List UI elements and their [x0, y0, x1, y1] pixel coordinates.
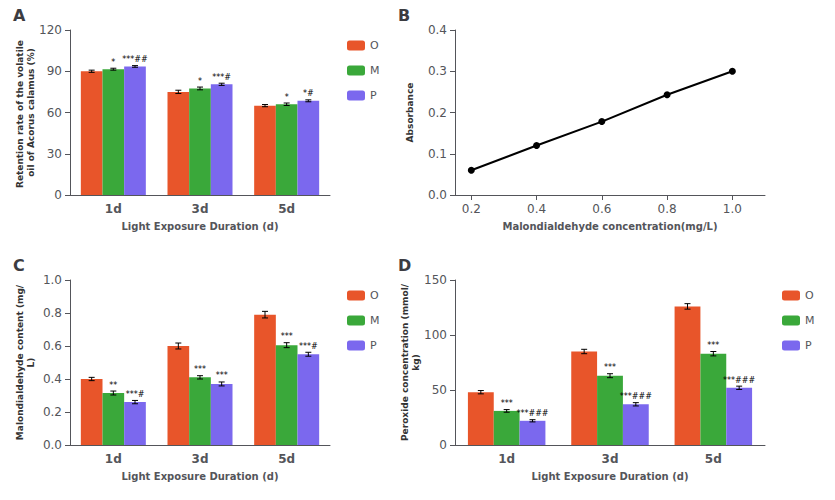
svg-text:D: D	[398, 256, 411, 275]
svg-text:0.4: 0.4	[527, 202, 546, 216]
svg-text:0.6: 0.6	[43, 339, 62, 353]
svg-text:C: C	[13, 256, 25, 275]
svg-text:O: O	[370, 289, 379, 302]
svg-text:0.1: 0.1	[428, 147, 447, 161]
svg-text:M: M	[805, 314, 815, 327]
svg-text:*: *	[285, 93, 289, 102]
svg-text:0.3: 0.3	[428, 64, 447, 78]
svg-text:30: 30	[47, 147, 62, 161]
svg-text:Light Exposure Duration (d): Light Exposure Duration (d)	[122, 221, 279, 232]
svg-text:5d: 5d	[278, 452, 295, 466]
svg-text:***###: ***###	[516, 409, 548, 418]
svg-text:***###: ***###	[620, 392, 652, 401]
svg-text:**: **	[109, 381, 117, 390]
svg-text:O: O	[370, 39, 379, 52]
svg-text:*#: *#	[303, 89, 314, 98]
svg-text:3d: 3d	[602, 452, 619, 466]
svg-text:Absorbance: Absorbance	[405, 83, 415, 143]
svg-text:***: ***	[194, 365, 206, 374]
svg-text:***: ***	[501, 399, 513, 408]
svg-text:***: ***	[707, 341, 719, 350]
svg-text:P: P	[370, 339, 377, 352]
svg-text:1.0: 1.0	[43, 273, 62, 287]
svg-text:5d: 5d	[705, 452, 722, 466]
svg-text:Malondialdehyde concentration(: Malondialdehyde concentration(mg/L)	[502, 221, 717, 232]
svg-text:0.4: 0.4	[43, 372, 62, 386]
svg-text:P: P	[805, 339, 812, 352]
svg-text:0.2: 0.2	[43, 405, 62, 419]
svg-text:0.8: 0.8	[658, 202, 677, 216]
svg-text:0.8: 0.8	[43, 306, 62, 320]
svg-text:P: P	[370, 89, 377, 102]
svg-text:Peroxide concentration (mmol/: Peroxide concentration (mmol/	[400, 283, 410, 441]
svg-text:5d: 5d	[278, 202, 295, 216]
svg-text:1.0: 1.0	[723, 202, 742, 216]
svg-text:50: 50	[432, 383, 447, 397]
svg-text:3d: 3d	[192, 452, 209, 466]
svg-text:***###: ***###	[723, 376, 755, 385]
svg-text:0: 0	[54, 188, 62, 202]
svg-text:*: *	[198, 77, 202, 86]
svg-text:120: 120	[39, 23, 62, 37]
svg-text:0.2: 0.2	[428, 106, 447, 120]
svg-text:3d: 3d	[192, 202, 209, 216]
svg-text:***: ***	[216, 371, 228, 380]
svg-text:M: M	[370, 314, 380, 327]
svg-text:100: 100	[424, 328, 447, 342]
svg-text:***#: ***#	[299, 342, 318, 351]
svg-text:1d: 1d	[498, 452, 515, 466]
svg-text:Retention rate of the volatile: Retention rate of the volatile	[15, 37, 25, 188]
svg-text:Light Exposure Duration (d): Light Exposure Duration (d)	[122, 471, 279, 482]
svg-text:0.4: 0.4	[428, 23, 447, 37]
svg-text:***#: ***#	[212, 73, 231, 82]
svg-text:0: 0	[439, 438, 447, 452]
svg-text:1d: 1d	[105, 202, 122, 216]
svg-text:A: A	[13, 6, 26, 25]
svg-text:Malondialdehyde content (mg/: Malondialdehyde content (mg/	[15, 284, 25, 440]
svg-text:90: 90	[47, 64, 62, 78]
svg-text:0.2: 0.2	[462, 202, 481, 216]
svg-text:***: ***	[604, 363, 616, 372]
svg-text:M: M	[370, 64, 380, 77]
svg-text:O: O	[805, 289, 814, 302]
svg-text:***#: ***#	[126, 390, 145, 399]
svg-text:L): L)	[26, 358, 36, 368]
svg-text:60: 60	[47, 106, 62, 120]
svg-text:kg): kg)	[411, 354, 421, 371]
svg-text:oil of Acorus calamus (%): oil of Acorus calamus (%)	[26, 48, 36, 177]
svg-text:150: 150	[424, 273, 447, 287]
svg-text:B: B	[398, 6, 410, 25]
svg-text:0.6: 0.6	[592, 202, 611, 216]
svg-text:0.0: 0.0	[43, 438, 62, 452]
svg-text:***: ***	[281, 332, 293, 341]
svg-text:1d: 1d	[105, 452, 122, 466]
svg-text:0.0: 0.0	[428, 188, 447, 202]
svg-text:Light Exposure Duration (d): Light Exposure Duration (d)	[532, 471, 689, 482]
svg-text:*: *	[111, 58, 115, 67]
svg-text:***##: ***##	[122, 55, 148, 64]
